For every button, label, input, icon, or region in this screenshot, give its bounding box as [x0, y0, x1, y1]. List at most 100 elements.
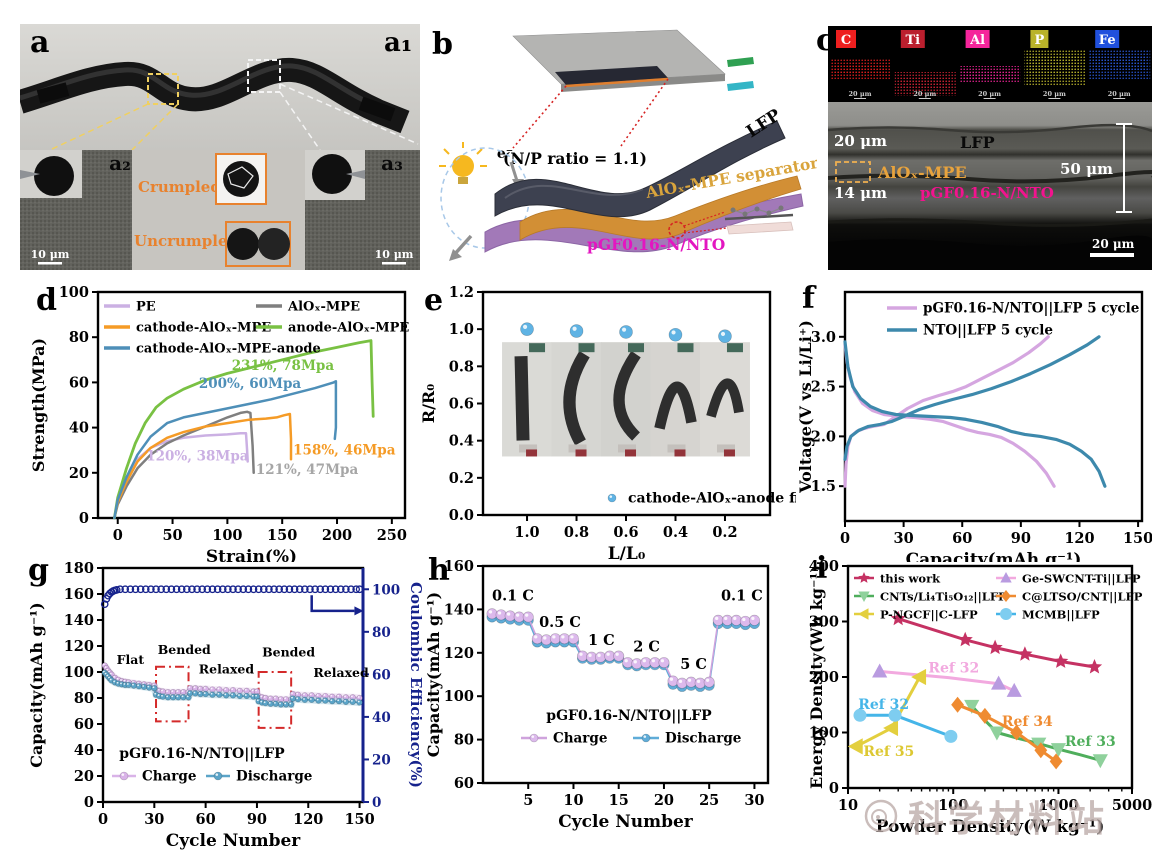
data-point: [872, 663, 888, 678]
panel-b-letter: b: [432, 27, 453, 62]
data-point-highlight: [660, 659, 665, 663]
data-point-highlight: [284, 697, 287, 700]
eds-map-Ti: Ti 20 μm: [892, 26, 958, 102]
data-point-highlight: [116, 681, 119, 684]
legend-item: Charge: [521, 731, 607, 747]
data-point-highlight: [188, 691, 191, 694]
data-point: [157, 585, 166, 594]
eds-scale-label: 20 μm: [1108, 90, 1131, 98]
data-point: [987, 639, 1003, 655]
data-point-highlight: [330, 694, 333, 697]
data-point: [1000, 608, 1012, 620]
data-point-highlight: [534, 635, 538, 639]
x-tick-label: 15: [609, 792, 629, 809]
annotation: 200%, 60Mpa: [199, 376, 302, 392]
legend-item: cathode-AlOₓ-MPE: [104, 321, 271, 336]
legend-item: PE: [104, 300, 156, 315]
data-point-highlight: [260, 700, 263, 703]
data-point-highlight: [523, 324, 528, 329]
data-point: [172, 585, 181, 594]
eds-scale-label: 20 μm: [978, 90, 1001, 98]
data-point-highlight: [696, 679, 701, 684]
x-tick-label: 0: [113, 527, 123, 544]
series-line: [843, 340, 1107, 488]
data-point-highlight: [633, 660, 637, 664]
data-point-highlight: [176, 690, 179, 693]
scalebar-label: 20 μm: [1092, 237, 1135, 251]
chart-shape: [578, 343, 595, 353]
legend-label: CNTs/Li₄Ti₅O₁₂||LFP: [880, 590, 1007, 604]
legend-label: cathode-AlOₓ-MPE: [136, 321, 271, 336]
y-axis-label: Energy Density(Wh kg⁻¹): [807, 565, 826, 789]
legend-label: anode-AlOₓ-MPE: [288, 321, 409, 336]
data-point-highlight: [215, 773, 219, 776]
data-point-highlight: [531, 735, 535, 738]
chart-shape: [699, 342, 750, 457]
annotation: Ref 34: [1002, 714, 1053, 730]
x-tick-label: 100: [938, 797, 968, 814]
series-line: [113, 412, 293, 520]
data-point-highlight: [751, 616, 755, 621]
data-point-highlight: [263, 696, 266, 698]
scale-bar-label-right: 10 μm: [375, 248, 414, 261]
data-point-highlight: [316, 698, 319, 701]
eds-element-badge: [900, 30, 925, 48]
bending-photo: [650, 342, 701, 457]
y-tick-label: 60: [454, 775, 474, 792]
data-point: [270, 585, 278, 594]
data-point-highlight: [296, 697, 299, 700]
data-point-highlight: [142, 682, 145, 685]
data-point-highlight: [123, 679, 126, 682]
data-point-highlight: [157, 688, 160, 691]
data-point: [335, 698, 343, 705]
data-point: [202, 691, 209, 698]
chart-shape: [514, 356, 530, 441]
data-point-highlight: [552, 635, 556, 639]
chart-shape: [526, 449, 538, 457]
chart-shape: [575, 449, 587, 457]
x-tick-label: 30: [144, 811, 164, 828]
data-point: [321, 585, 330, 594]
data-point: [164, 694, 172, 701]
y-tick-label: 20: [74, 768, 94, 785]
eds-element-label: C: [841, 33, 851, 48]
current-arrow-icon: [449, 234, 473, 261]
right-y-tick-label: 20: [372, 752, 391, 768]
data-point-highlight: [344, 695, 346, 698]
legend-label: Ge-SWCNT-Ti||LFP: [1022, 572, 1141, 586]
legend-label: Charge: [142, 769, 196, 785]
chart-shape: [723, 449, 735, 457]
scale-bar-label-left: 10 μm: [31, 248, 70, 261]
data-point: [224, 585, 232, 594]
legend-item: cathode-AlOₓ-anode film: [607, 491, 796, 507]
annotation: 120%, 38Mpa: [146, 448, 249, 464]
y-tick-label: 0.4: [449, 433, 474, 450]
data-point: [275, 585, 284, 594]
data-point: [236, 692, 243, 700]
eds-element-badge: [1095, 30, 1120, 48]
data-point-highlight: [120, 682, 122, 685]
eds-map-Fe: Fe 20 μm: [1087, 26, 1152, 102]
data-point-highlight: [515, 613, 520, 617]
data-point: [254, 585, 263, 594]
data-point-highlight: [357, 700, 360, 703]
scalebar: [1090, 253, 1134, 257]
y-tick-label: 0: [79, 510, 89, 527]
legend-item: anode-AlOₓ-MPE: [256, 321, 409, 336]
data-point-highlight: [181, 690, 184, 693]
electron-label: e⁻: [497, 146, 513, 162]
data-point-highlight: [643, 735, 647, 738]
data-point: [347, 585, 355, 594]
data-point: [243, 692, 250, 700]
data-point-highlight: [238, 694, 240, 696]
right-y-tick-label: 80: [372, 625, 391, 641]
data-point: [703, 676, 715, 688]
x-tick-label: 90: [1011, 530, 1031, 547]
data-point-highlight: [161, 694, 163, 697]
data-point: [112, 586, 121, 594]
data-point: [951, 696, 964, 713]
data-point: [116, 585, 124, 594]
data-point-highlight: [188, 686, 191, 689]
